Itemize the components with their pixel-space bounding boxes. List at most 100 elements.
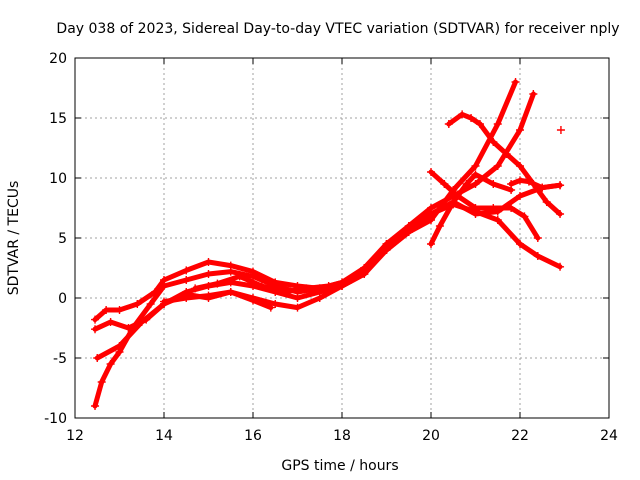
data-point [471, 162, 480, 170]
data-point [493, 162, 502, 170]
tick-labels: 12 14 16 18 20 22 24 -10 -5 0 5 10 15 20 [44, 51, 618, 444]
data-point [271, 278, 280, 287]
y-tick-label: 0 [58, 291, 67, 307]
data-point [182, 294, 191, 302]
x-tick-label: 20 [422, 428, 440, 444]
data-point [204, 291, 213, 300]
data-point [458, 110, 467, 119]
data-point [529, 90, 538, 98]
y-tick-label: -5 [53, 351, 67, 367]
data-point [533, 252, 542, 260]
data-point [444, 120, 453, 128]
series-sat-5 [160, 288, 275, 312]
data-point [502, 150, 511, 158]
series-sat-10 [507, 176, 565, 192]
data-point [516, 192, 524, 200]
x-tick-label: 12 [66, 428, 84, 444]
data-point [249, 267, 257, 276]
data-point [271, 300, 280, 308]
y-axis-label: SDTVAR / TECUs [6, 181, 22, 296]
data-point [493, 120, 502, 128]
data-point [516, 176, 524, 185]
series-sat-6 [191, 272, 355, 296]
data-point [293, 294, 302, 302]
data-point [137, 318, 146, 326]
data-point [204, 270, 213, 278]
data-point [427, 168, 435, 176]
data-point [106, 360, 115, 368]
data-point [489, 204, 498, 212]
series-trace [94, 182, 563, 361]
y-tick-label: 5 [58, 231, 67, 247]
data-point [324, 282, 333, 290]
plot-frame [74, 57, 610, 419]
data-point [160, 276, 168, 284]
data-point [533, 234, 542, 242]
x-tick-label: 16 [244, 428, 262, 444]
data-point [280, 288, 289, 296]
series-trace [428, 169, 541, 241]
data-point [91, 325, 100, 334]
x-axis-label: GPS time / hours [281, 458, 398, 474]
x-tick-label: 22 [511, 428, 529, 444]
data-point [133, 300, 142, 308]
data-point [507, 180, 516, 188]
data-point [538, 183, 547, 192]
data-point [471, 170, 480, 179]
series-sat-7 [427, 170, 516, 248]
data-point [266, 303, 275, 312]
data-point [471, 180, 480, 188]
chart-title: Day 038 of 2023, Sidereal Day-to-day VTE… [56, 21, 619, 37]
data-point [191, 284, 200, 293]
data-point [453, 192, 462, 200]
data-point [115, 306, 124, 314]
data-point [489, 138, 498, 146]
y-tick-label: -10 [44, 411, 67, 427]
data-point [146, 300, 155, 308]
y-tick-label: 20 [49, 51, 67, 67]
data-point [520, 212, 529, 221]
series-trace [446, 111, 563, 217]
data-point [404, 228, 413, 236]
series-trace [92, 79, 518, 323]
data-point [516, 162, 524, 170]
data-point [556, 210, 565, 218]
data-point [382, 246, 391, 254]
data-point [493, 216, 502, 224]
data-point [235, 272, 244, 281]
data-point [471, 204, 480, 212]
grid-lines [75, 58, 609, 418]
data-point [427, 240, 435, 248]
data-point [160, 297, 168, 306]
data-point [97, 378, 106, 386]
data-point [556, 262, 565, 271]
data-point [106, 318, 115, 326]
y-tick-label: 10 [49, 171, 67, 187]
data-point [542, 198, 551, 206]
data-point [507, 204, 516, 212]
data-point [293, 303, 302, 312]
data-point [151, 288, 160, 296]
data-point [257, 282, 266, 290]
data-point [102, 306, 111, 314]
data-point [204, 258, 213, 266]
data-point [315, 294, 324, 302]
data-point [91, 315, 100, 324]
series-trace [508, 177, 563, 191]
data-point [467, 114, 476, 122]
series-point-1 [556, 126, 565, 134]
data-point [475, 120, 484, 128]
data-point [182, 266, 191, 275]
x-tick-label: 24 [600, 428, 618, 444]
x-tick-label: 18 [333, 428, 351, 444]
series-sat-9 [427, 168, 542, 242]
data-point [226, 288, 235, 296]
data-point [93, 354, 102, 362]
x-tick-label: 14 [155, 428, 173, 444]
series-sat-8 [444, 110, 565, 218]
data-point [516, 126, 524, 134]
data-point [427, 210, 435, 218]
data-point [213, 279, 222, 288]
data-point [524, 177, 533, 186]
data-point [462, 180, 471, 188]
